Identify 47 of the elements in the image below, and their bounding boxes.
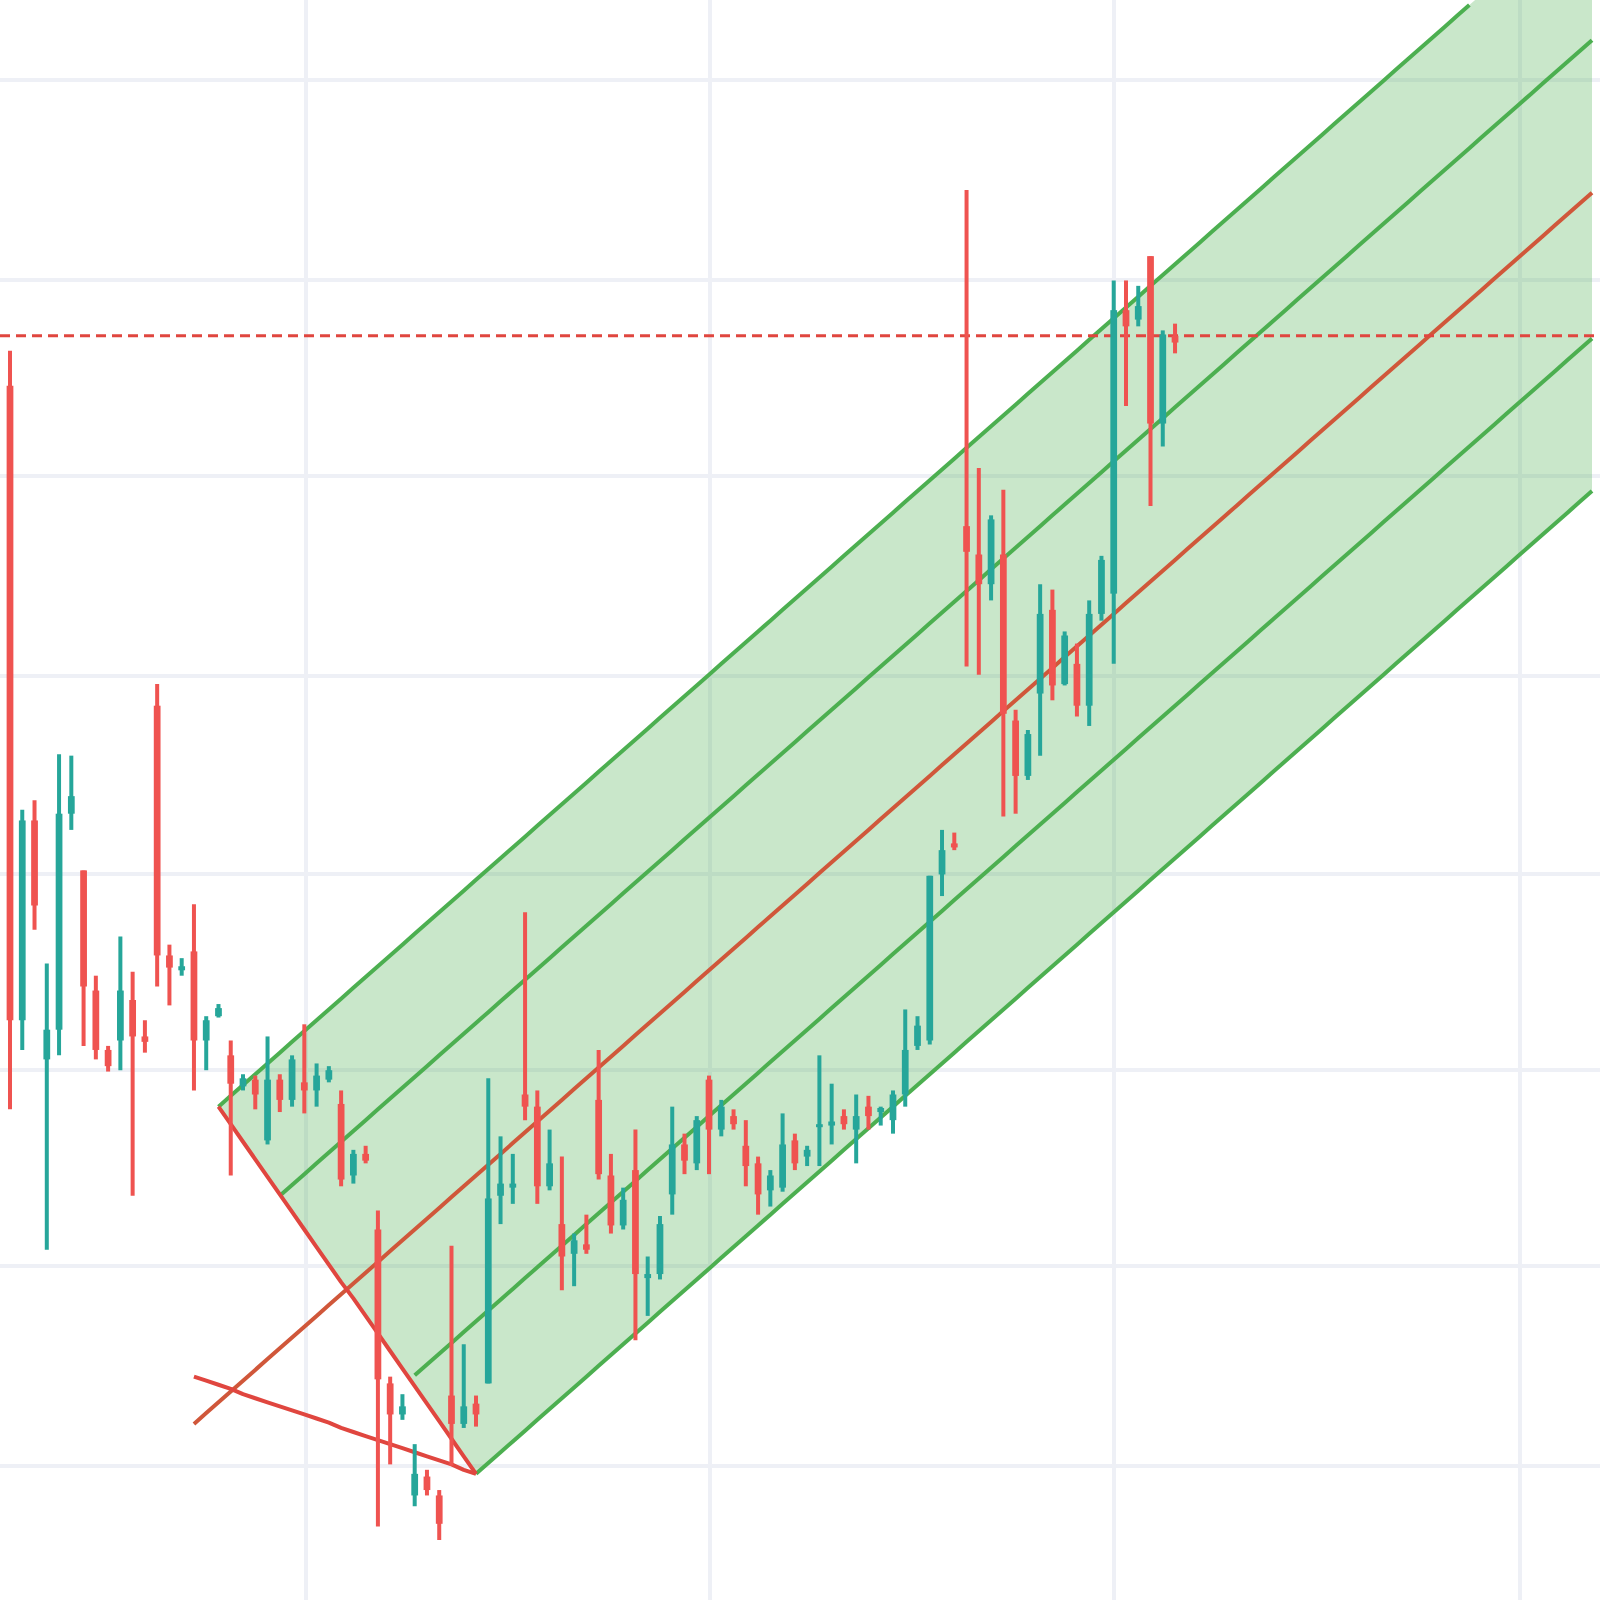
candlestick <box>742 1118 750 1189</box>
candlestick <box>202 1014 210 1073</box>
candlestick <box>693 1114 701 1173</box>
candlestick <box>558 1154 566 1293</box>
candlestick <box>448 1243 455 1468</box>
candlestick <box>877 1104 885 1128</box>
candlestick <box>386 1374 394 1467</box>
candlestick <box>129 969 137 1198</box>
candlestick <box>963 188 970 669</box>
candlestick <box>43 961 51 1252</box>
candlestick <box>1134 283 1142 329</box>
candlestick <box>411 1442 419 1509</box>
candlestick <box>1171 321 1179 356</box>
candlestick <box>901 1007 909 1109</box>
candlestick <box>276 1072 284 1115</box>
candlestick <box>350 1147 357 1186</box>
candlestick <box>816 1053 823 1169</box>
candlestick <box>509 1151 517 1206</box>
candlestick <box>766 1168 774 1209</box>
candlestick <box>399 1392 406 1422</box>
candlestick <box>828 1081 836 1147</box>
candlestick <box>460 1342 468 1430</box>
candlestick <box>681 1131 688 1177</box>
candlestick <box>435 1488 443 1542</box>
candlestick <box>730 1107 737 1132</box>
candlestick <box>166 942 173 1008</box>
candlestick <box>227 1038 235 1178</box>
candlestick <box>288 1053 296 1109</box>
candlestick <box>779 1111 786 1194</box>
candlestick <box>251 1073 259 1112</box>
candlestick <box>717 1097 725 1139</box>
candlestick <box>67 753 75 832</box>
candlestick <box>546 1127 553 1193</box>
candlestick <box>141 1018 149 1055</box>
candlestick <box>975 466 983 677</box>
candlestick <box>865 1093 872 1132</box>
candlestick <box>300 1022 308 1116</box>
candlestick <box>803 1143 811 1169</box>
candlestick <box>570 1231 578 1289</box>
candlestick <box>583 1212 590 1256</box>
candlestick <box>644 1254 652 1318</box>
candlestick <box>852 1092 860 1166</box>
candlestick <box>313 1061 320 1109</box>
candlestick <box>914 1014 921 1052</box>
candlestick <box>791 1131 799 1173</box>
candlestick <box>619 1185 627 1232</box>
candlestick <box>497 1134 504 1227</box>
